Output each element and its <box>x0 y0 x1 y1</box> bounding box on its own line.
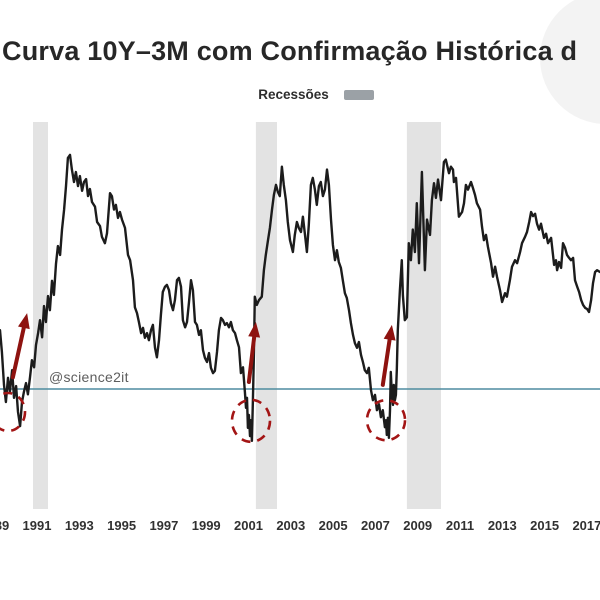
x-axis-label: 2005 <box>319 518 348 533</box>
x-axis-label: 2017 <box>572 518 600 533</box>
x-axis-label: 1997 <box>149 518 178 533</box>
legend-label-recessions: Recessões <box>258 87 329 102</box>
inversion-circle <box>0 391 27 433</box>
recession-band <box>406 122 441 509</box>
inversion-arrowhead <box>248 322 261 338</box>
x-axis-label: 1989 <box>0 518 9 533</box>
legend-swatch-recessions <box>343 89 374 100</box>
inversion-arrowhead <box>18 313 30 330</box>
x-axis-label: 2015 <box>530 518 559 533</box>
x-axis-label: 2009 <box>403 518 432 533</box>
inversion-arrow <box>246 334 257 384</box>
page-title: Curva 10Y–3M com Confirmação Histórica d <box>2 36 578 66</box>
x-axis-label: 2007 <box>361 518 390 533</box>
x-axis-label: 2011 <box>446 518 474 533</box>
inversion-arrowhead <box>383 324 396 341</box>
inversion-circle <box>365 398 407 442</box>
x-axis-label: 1995 <box>107 518 136 533</box>
spread-line <box>0 153 600 442</box>
recession-band <box>33 122 48 509</box>
x-axis-label: 1991 <box>23 518 52 533</box>
inversion-arrow <box>10 325 26 380</box>
inversion-arrow <box>380 337 392 387</box>
legend: Recessões <box>0 87 600 102</box>
x-axis-label: 1999 <box>192 518 221 533</box>
watermark: @science2it <box>49 369 129 385</box>
inversion-circle <box>230 398 272 444</box>
x-axis-label: 2001 <box>234 518 263 533</box>
x-axis-label: 2003 <box>276 518 305 533</box>
x-axis-label: 2013 <box>488 518 517 533</box>
recession-band <box>255 122 277 509</box>
x-axis-label: 1993 <box>65 518 94 533</box>
